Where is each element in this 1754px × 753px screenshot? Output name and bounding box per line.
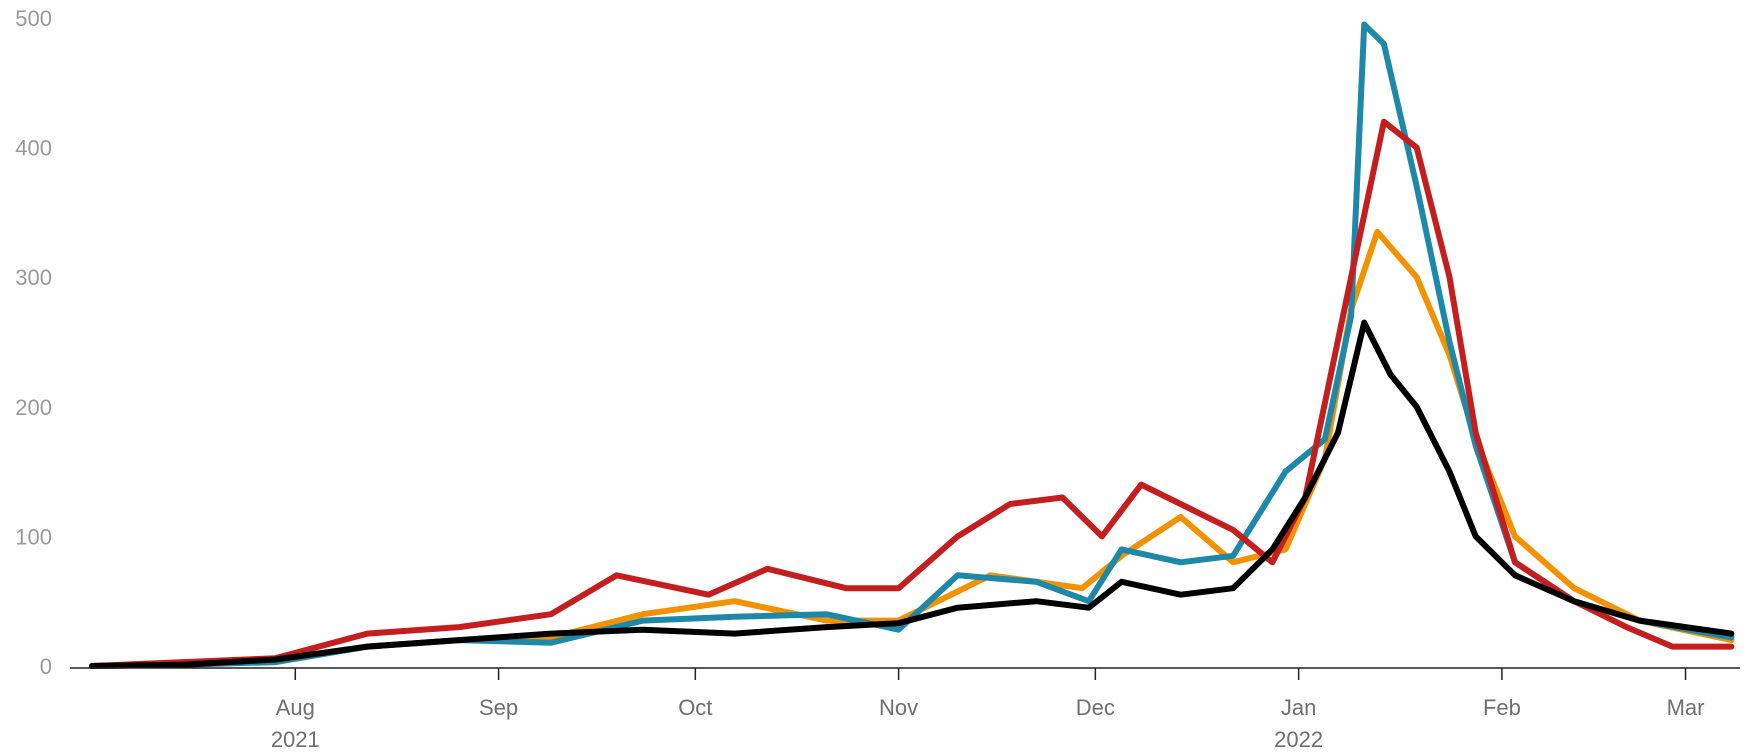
x-tick-label: Sep <box>479 695 518 720</box>
x-tick-sublabel: 2022 <box>1274 727 1323 752</box>
series-line-2 <box>89 21 1735 669</box>
x-tick-label: Dec <box>1076 695 1115 720</box>
series-line-3 <box>89 118 1735 669</box>
y-tick-label: 500 <box>15 6 52 31</box>
series-line-4 <box>89 319 1735 669</box>
x-tick-label: Mar <box>1667 695 1705 720</box>
y-tick-label: 400 <box>15 136 52 161</box>
x-tick-label: Feb <box>1483 695 1521 720</box>
x-tick-label: Nov <box>879 695 918 720</box>
series-line-1 <box>89 228 1735 669</box>
y-tick-label: 300 <box>15 265 52 290</box>
x-tick-label: Oct <box>678 695 712 720</box>
x-tick-label: Aug <box>276 695 315 720</box>
y-tick-label: 100 <box>15 524 52 549</box>
y-tick-label: 0 <box>40 654 52 679</box>
series-layer <box>89 21 1735 669</box>
x-tick-sublabel: 2021 <box>271 727 320 752</box>
y-axis: 0 100 200 300 400 500 <box>15 6 52 679</box>
y-tick-label: 200 <box>15 395 52 420</box>
x-tick-label: Jan <box>1281 695 1316 720</box>
x-axis: Aug 2021 Sep Oct Nov Dec Jan 2022 Feb Mar <box>271 668 1705 752</box>
